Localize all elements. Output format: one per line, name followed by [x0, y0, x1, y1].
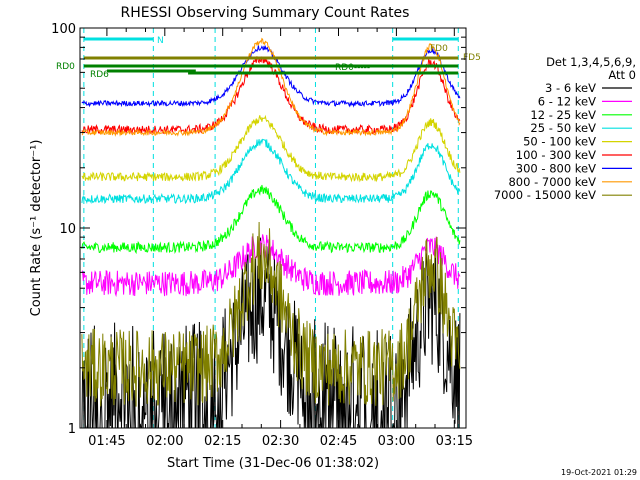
x-tick-label: 02:30 — [262, 434, 299, 449]
chart-title: RHESSI Observing Summary Count Rates — [121, 5, 410, 21]
flag-label: FD0 — [430, 44, 448, 54]
x-tick-label: 02:15 — [204, 434, 241, 449]
y-tick-label: 1 — [68, 422, 76, 437]
flag-bars: N FD0 FD5 RD0 RD6 RD0----- — [56, 36, 481, 80]
x-tick-label: 03:15 — [436, 434, 473, 449]
x-tick-label: 01:45 — [88, 434, 125, 449]
legend-entry-label: 25 - 50 keV — [530, 121, 596, 135]
y-tick-label: 100 — [51, 22, 76, 37]
legend-entry-label: 12 - 25 keV — [530, 108, 596, 122]
legend-entry-label: 6 - 12 keV — [538, 94, 596, 108]
series-line-8 — [81, 221, 461, 407]
x-axis-label: Start Time (31-Dec-06 01:38:02) — [167, 456, 379, 471]
series-line-3 — [81, 138, 461, 205]
series-line-7 — [81, 37, 461, 137]
series-layer — [81, 37, 461, 429]
legend-entry-label: 800 - 7000 keV — [508, 175, 596, 189]
series-line-2 — [81, 184, 461, 255]
legend-entry-label: 7000 - 15000 keV — [494, 188, 596, 202]
series-line-4 — [81, 114, 461, 183]
plot-area: N FD0 FD5 RD0 RD6 RD0----- — [56, 27, 481, 429]
legend-entry-label: 50 - 100 keV — [523, 135, 596, 149]
legend-entry-label: 3 - 6 keV — [545, 81, 596, 95]
y-tick-label: 10 — [59, 222, 76, 237]
x-axis: 01:45 02:00 02:15 02:30 02:45 03:00 03:15 — [87, 28, 473, 449]
legend-header: Att 0 — [608, 68, 636, 82]
y-axis: 1 10 100 — [51, 22, 466, 437]
x-tick-label: 03:00 — [378, 434, 415, 449]
x-tick-label: 02:45 — [320, 434, 357, 449]
series-line-6 — [81, 44, 461, 108]
x-tick-label: 02:00 — [146, 434, 183, 449]
y-axis-label: Count Rate (s⁻¹ detector⁻¹) — [29, 140, 44, 317]
flag-label: RD6 — [90, 70, 109, 80]
flag-label: FD5 — [463, 53, 481, 63]
flag-label: N — [157, 36, 164, 46]
flag-label: RD0----- — [335, 63, 370, 73]
series-line-1 — [81, 234, 461, 298]
footer-timestamp: 19-Oct-2021 01:29 — [561, 468, 637, 477]
legend-header: Det 1,3,4,5,6,9, — [546, 55, 636, 69]
legend-entry-label: 100 - 300 keV — [516, 148, 596, 162]
flag-label: RD0 — [56, 62, 75, 72]
series-line-0 — [81, 237, 461, 429]
legend-entry-label: 300 - 800 keV — [516, 161, 596, 175]
